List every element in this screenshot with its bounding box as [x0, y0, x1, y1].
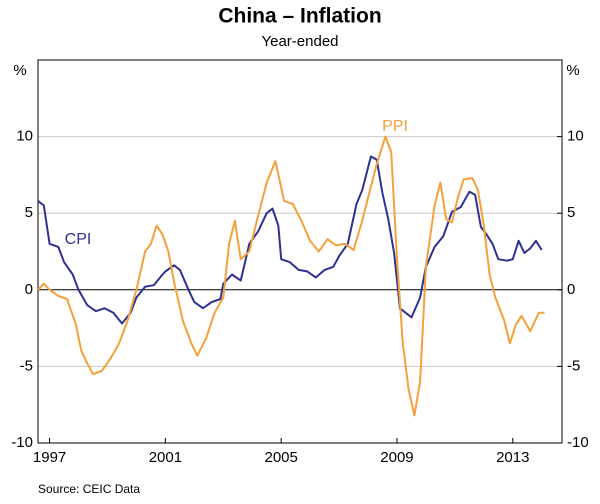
source-note: Source: CEIC Data	[38, 482, 140, 496]
y-tick-label: 10	[16, 128, 33, 145]
chart-subtitle: Year-ended	[261, 33, 338, 50]
x-tick-label: 2005	[264, 449, 297, 466]
y2-tick-label: -5	[567, 357, 580, 374]
y2-tick-label: 10	[567, 128, 584, 145]
y2-axis-label: %	[566, 62, 579, 79]
plot-frame	[37, 59, 563, 444]
series-label: PPI	[382, 118, 408, 135]
series-label: CPI	[65, 231, 92, 248]
series-line	[37, 135, 545, 417]
y-axis-label: %	[13, 62, 26, 79]
y-tick-label: 5	[25, 204, 33, 221]
x-tick-label: 1997	[33, 449, 66, 466]
x-tick-label: 2009	[380, 449, 413, 466]
y2-tick-label: -10	[567, 434, 589, 451]
y2-tick-label: 0	[567, 281, 575, 298]
y-tick-label: 0	[25, 281, 33, 298]
y-tick-label: -10	[11, 434, 33, 451]
y-tick-label: -5	[20, 357, 33, 374]
series-line	[37, 155, 543, 325]
x-tick-label: 2013	[496, 449, 529, 466]
x-tick-label: 2001	[149, 449, 182, 466]
chart-title: China – Inflation	[218, 5, 381, 28]
y2-tick-label: 5	[567, 204, 575, 221]
